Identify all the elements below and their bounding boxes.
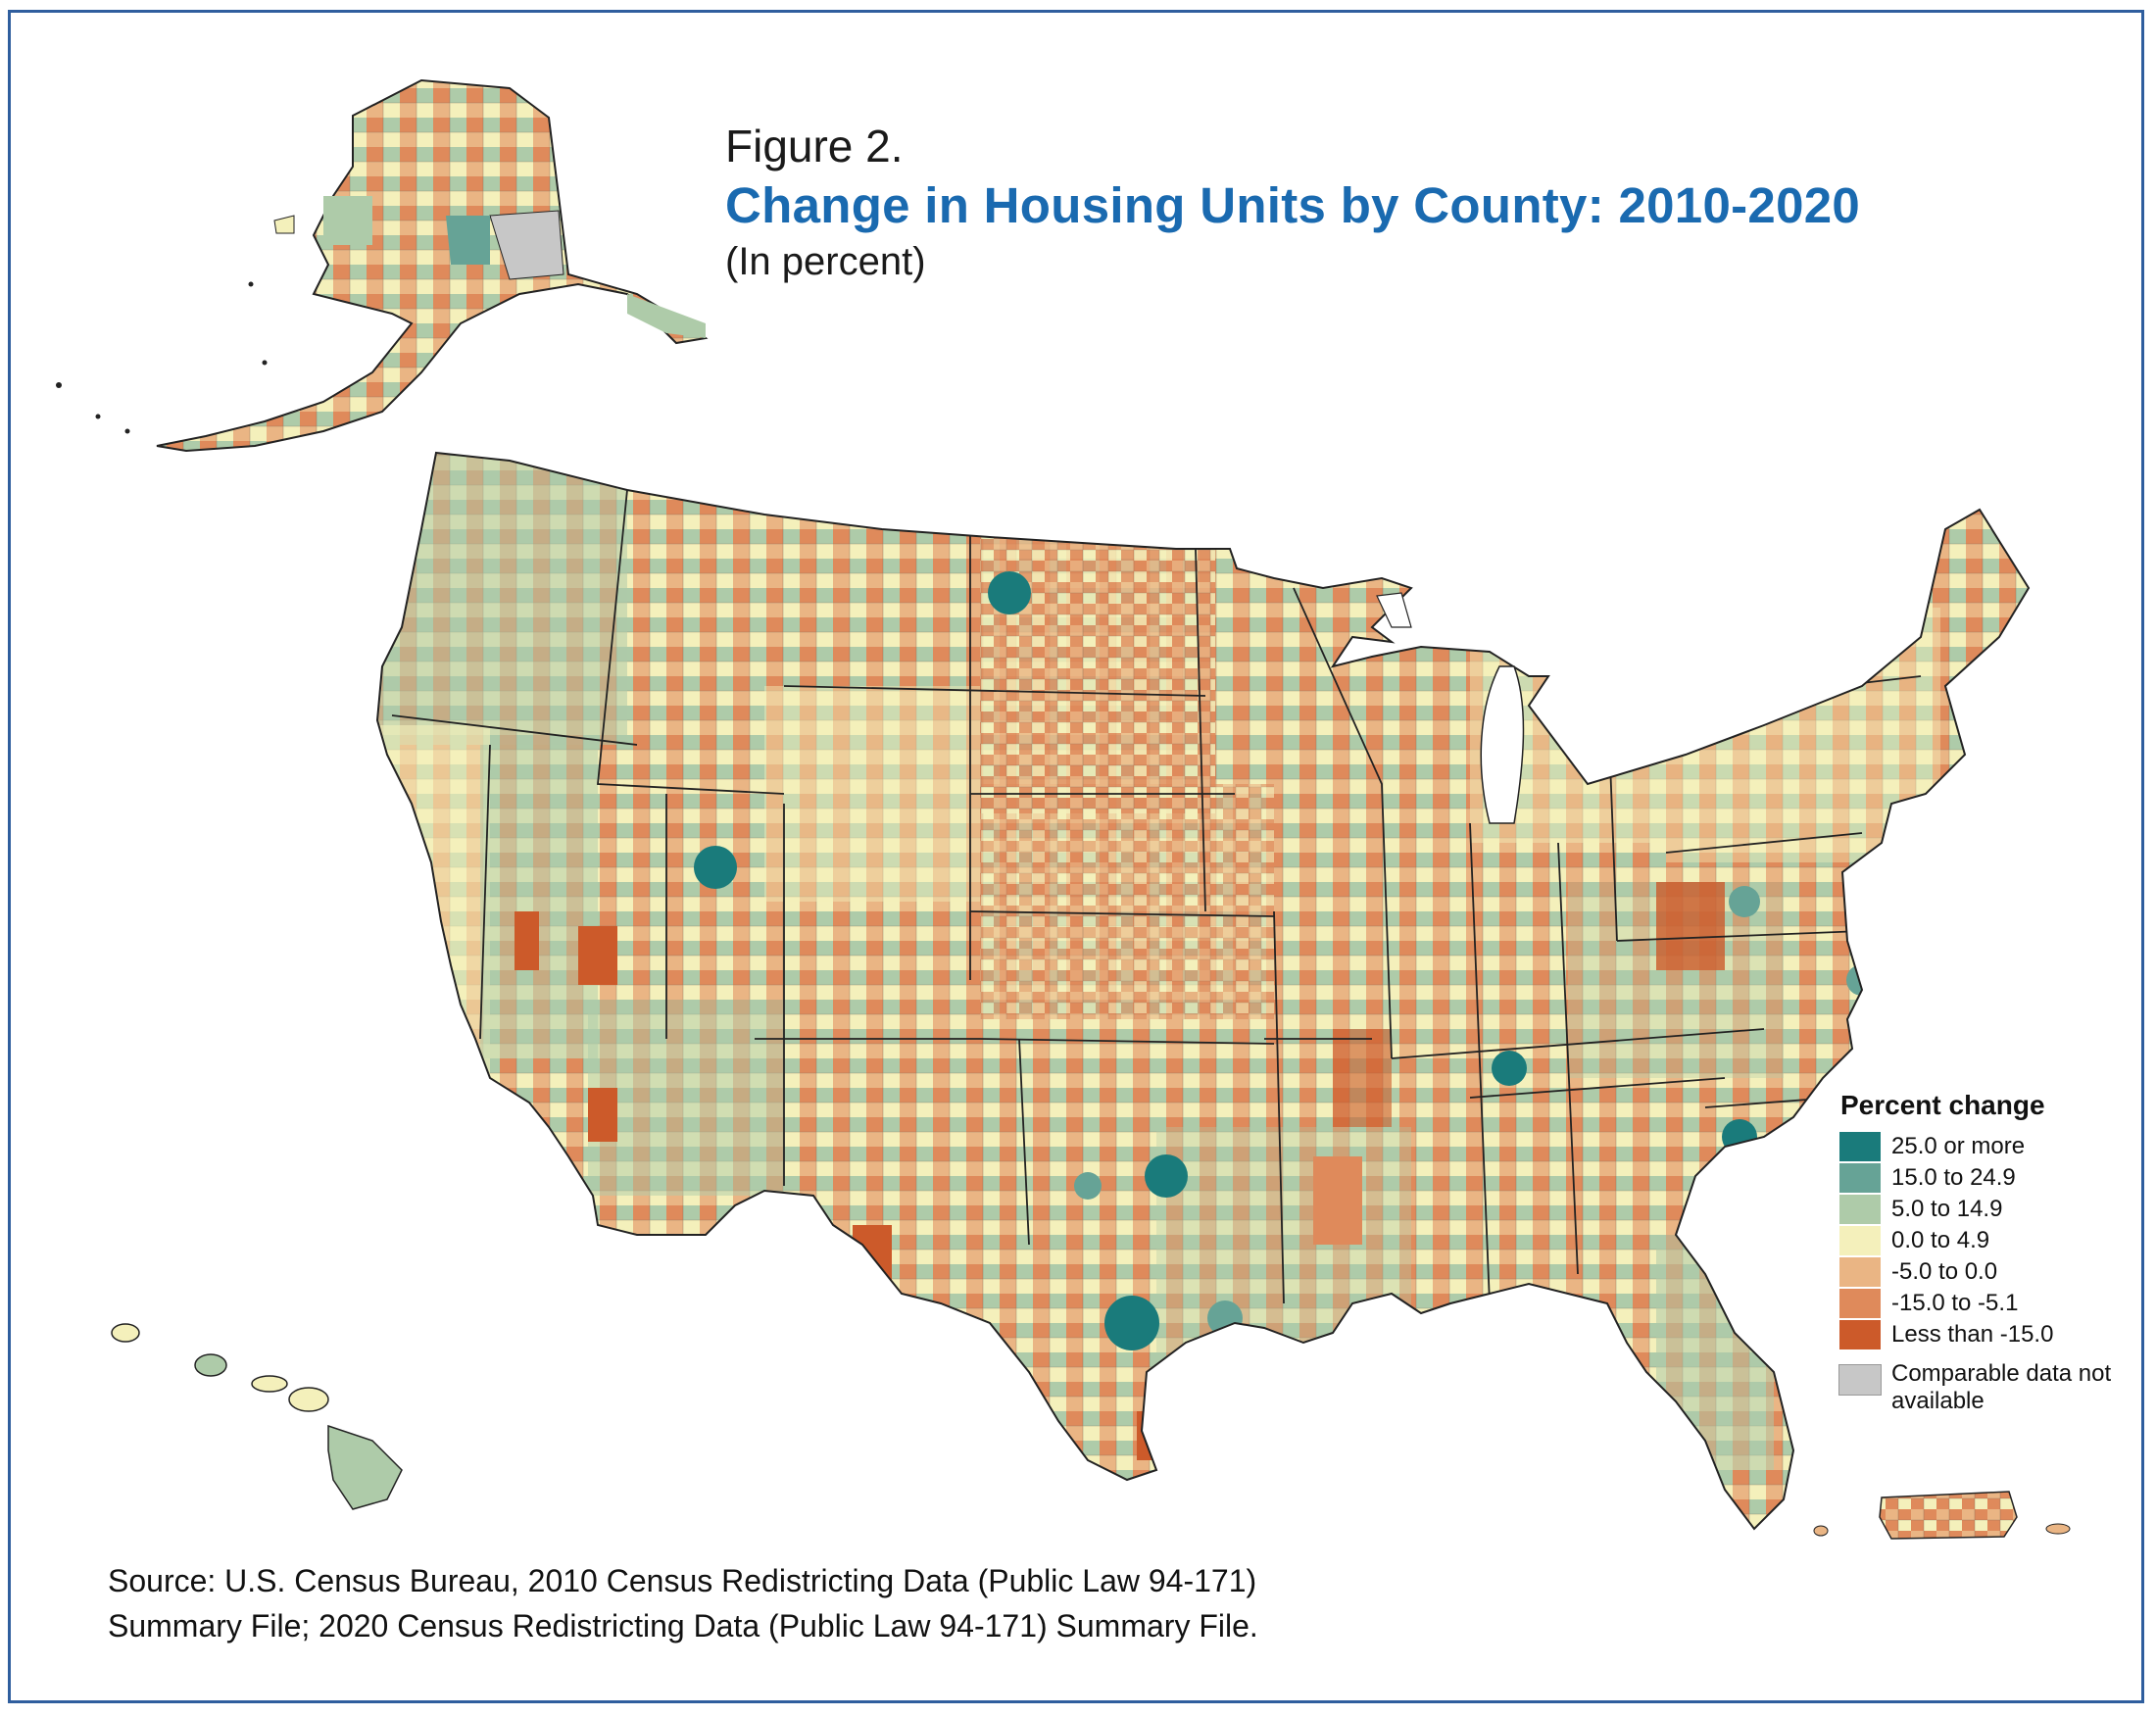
figure-frame	[8, 10, 2144, 1703]
legend-label: Less than -15.0	[1891, 1321, 2054, 1348]
legend-label: -5.0 to 0.0	[1891, 1258, 1998, 1285]
conus-region	[376, 452, 2030, 1530]
legend: Percent change 25.0 or more 15.0 to 24.9…	[1838, 1090, 2132, 1415]
source-line-2: Summary File; 2020 Census Redistricting …	[108, 1608, 1258, 1643]
legend-swatch	[1838, 1256, 1882, 1288]
alaska-region	[56, 78, 709, 453]
legend-swatch	[1838, 1194, 1882, 1225]
legend-item-not-available: Comparable data not available	[1838, 1360, 2132, 1415]
legend-swatch	[1838, 1364, 1882, 1396]
legend-item: -15.0 to -5.1	[1838, 1288, 2132, 1319]
legend-item: Less than -15.0	[1838, 1319, 2132, 1350]
source-note: Source: U.S. Census Bureau, 2010 Census …	[108, 1558, 1258, 1648]
legend-item: -5.0 to 0.0	[1838, 1256, 2132, 1288]
legend-label: 0.0 to 4.9	[1891, 1227, 1990, 1253]
legend-label: 15.0 to 24.9	[1891, 1164, 2016, 1191]
legend-swatch	[1838, 1225, 1882, 1256]
legend-label: 5.0 to 14.9	[1891, 1196, 2003, 1222]
figure-title: Change in Housing Units by County: 2010-…	[725, 177, 1861, 233]
legend-swatch	[1838, 1131, 1882, 1162]
legend-label: Comparable data not available	[1891, 1360, 2112, 1414]
legend-label: 25.0 or more	[1891, 1133, 2026, 1159]
legend-item: 5.0 to 14.9	[1838, 1194, 2132, 1225]
legend-swatch	[1838, 1162, 1882, 1194]
legend-title: Percent change	[1840, 1090, 2045, 1120]
puerto-rico-region	[1813, 1491, 2071, 1540]
figure-label: Figure 2.	[725, 121, 904, 172]
legend-swatch	[1838, 1319, 1882, 1350]
source-line-1: Source: U.S. Census Bureau, 2010 Census …	[108, 1563, 1257, 1598]
legend-item: 25.0 or more	[1838, 1131, 2132, 1162]
legend-item: 15.0 to 24.9	[1838, 1162, 2132, 1194]
figure-subtitle: (In percent)	[725, 240, 926, 283]
legend-swatch	[1838, 1288, 1882, 1319]
legend-label: -15.0 to -5.1	[1891, 1290, 2019, 1316]
hawaii-region	[111, 1323, 403, 1510]
legend-item: 0.0 to 4.9	[1838, 1225, 2132, 1256]
